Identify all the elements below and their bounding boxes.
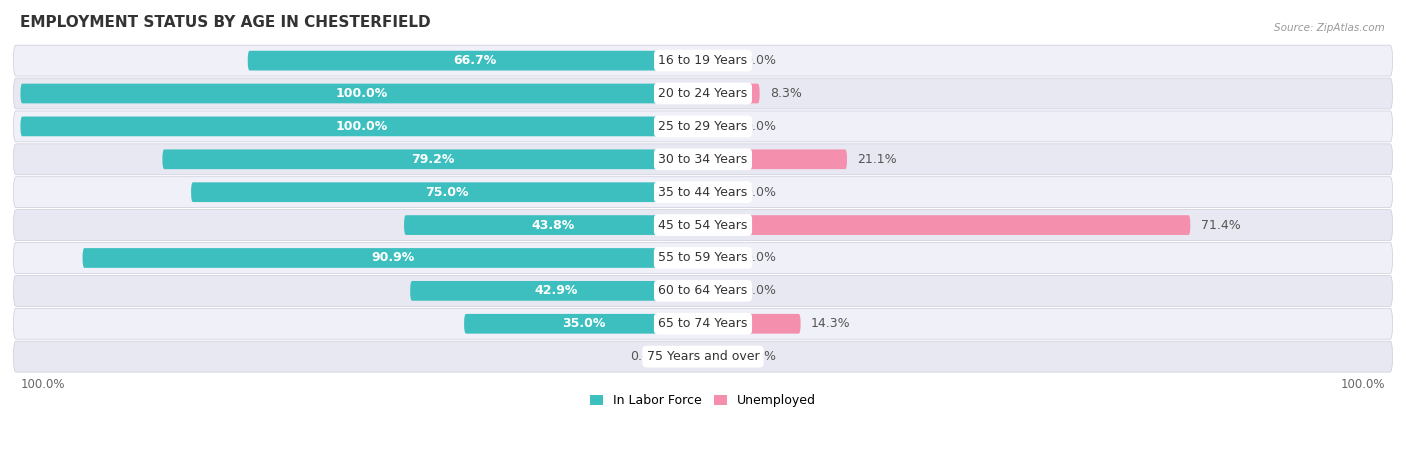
FancyBboxPatch shape	[163, 149, 703, 169]
Text: 100.0%: 100.0%	[21, 378, 65, 391]
FancyBboxPatch shape	[703, 51, 737, 70]
Text: 35.0%: 35.0%	[562, 317, 605, 330]
FancyBboxPatch shape	[703, 248, 737, 268]
Text: 0.0%: 0.0%	[744, 54, 776, 67]
Text: 90.9%: 90.9%	[371, 252, 415, 264]
FancyBboxPatch shape	[404, 215, 703, 235]
Text: 35 to 44 Years: 35 to 44 Years	[658, 186, 748, 199]
FancyBboxPatch shape	[703, 215, 1191, 235]
FancyBboxPatch shape	[703, 83, 759, 103]
Text: 0.0%: 0.0%	[744, 186, 776, 199]
FancyBboxPatch shape	[247, 51, 703, 70]
FancyBboxPatch shape	[703, 149, 846, 169]
Text: 100.0%: 100.0%	[336, 120, 388, 133]
Text: 0.0%: 0.0%	[744, 350, 776, 363]
FancyBboxPatch shape	[703, 182, 737, 202]
Text: 60 to 64 Years: 60 to 64 Years	[658, 285, 748, 297]
Text: 79.2%: 79.2%	[411, 153, 454, 166]
Text: 65 to 74 Years: 65 to 74 Years	[658, 317, 748, 330]
Text: 8.3%: 8.3%	[770, 87, 801, 100]
Legend: In Labor Force, Unemployed: In Labor Force, Unemployed	[585, 389, 821, 412]
Text: 42.9%: 42.9%	[534, 285, 578, 297]
FancyBboxPatch shape	[14, 341, 1392, 372]
FancyBboxPatch shape	[703, 116, 737, 136]
Text: 100.0%: 100.0%	[1341, 378, 1385, 391]
Text: 16 to 19 Years: 16 to 19 Years	[658, 54, 748, 67]
FancyBboxPatch shape	[703, 314, 800, 334]
FancyBboxPatch shape	[21, 116, 703, 136]
FancyBboxPatch shape	[669, 347, 703, 367]
FancyBboxPatch shape	[703, 347, 737, 367]
Text: 43.8%: 43.8%	[531, 219, 575, 231]
FancyBboxPatch shape	[411, 281, 703, 301]
Text: 14.3%: 14.3%	[811, 317, 851, 330]
Text: 66.7%: 66.7%	[454, 54, 496, 67]
Text: 30 to 34 Years: 30 to 34 Years	[658, 153, 748, 166]
Text: 71.4%: 71.4%	[1201, 219, 1240, 231]
FancyBboxPatch shape	[14, 144, 1392, 175]
FancyBboxPatch shape	[464, 314, 703, 334]
FancyBboxPatch shape	[14, 276, 1392, 306]
FancyBboxPatch shape	[14, 243, 1392, 273]
Text: 55 to 59 Years: 55 to 59 Years	[658, 252, 748, 264]
Text: 0.0%: 0.0%	[744, 285, 776, 297]
Text: 25 to 29 Years: 25 to 29 Years	[658, 120, 748, 133]
Text: 0.0%: 0.0%	[744, 252, 776, 264]
Text: 0.0%: 0.0%	[630, 350, 662, 363]
Text: 21.1%: 21.1%	[858, 153, 897, 166]
FancyBboxPatch shape	[14, 308, 1392, 339]
FancyBboxPatch shape	[21, 83, 703, 103]
Text: 0.0%: 0.0%	[744, 120, 776, 133]
FancyBboxPatch shape	[191, 182, 703, 202]
FancyBboxPatch shape	[14, 111, 1392, 142]
FancyBboxPatch shape	[14, 78, 1392, 109]
Text: 100.0%: 100.0%	[336, 87, 388, 100]
FancyBboxPatch shape	[703, 281, 737, 301]
Text: 75.0%: 75.0%	[425, 186, 468, 199]
Text: 75 Years and over: 75 Years and over	[647, 350, 759, 363]
Text: 20 to 24 Years: 20 to 24 Years	[658, 87, 748, 100]
Text: EMPLOYMENT STATUS BY AGE IN CHESTERFIELD: EMPLOYMENT STATUS BY AGE IN CHESTERFIELD	[21, 15, 432, 30]
Text: Source: ZipAtlas.com: Source: ZipAtlas.com	[1274, 23, 1385, 32]
FancyBboxPatch shape	[83, 248, 703, 268]
Text: 45 to 54 Years: 45 to 54 Years	[658, 219, 748, 231]
FancyBboxPatch shape	[14, 177, 1392, 207]
FancyBboxPatch shape	[14, 45, 1392, 76]
FancyBboxPatch shape	[14, 210, 1392, 240]
